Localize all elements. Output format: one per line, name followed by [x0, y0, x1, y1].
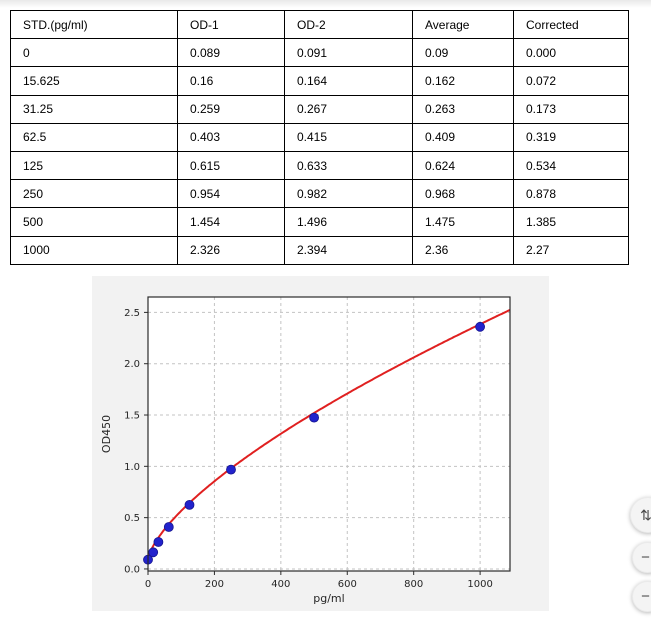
minus-icon: −: [641, 588, 650, 605]
svg-text:1.5: 1.5: [124, 411, 140, 422]
table-cell: 0.615: [177, 150, 285, 181]
table-cell: 0.534: [513, 150, 629, 181]
header-average: Average: [412, 9, 514, 40]
table-cell: 0.072: [513, 66, 629, 96]
table-cell: 2.27: [513, 235, 629, 265]
data-points: [143, 321, 486, 565]
fit-curve: [147, 308, 511, 560]
table-cell: 0.267: [284, 94, 413, 124]
table-row: 31.25 0.259 0.267 0.263 0.173: [10, 94, 629, 124]
table-cell: 0.164: [284, 66, 413, 96]
table-cell: 1.454: [177, 207, 285, 237]
table-cell: 0: [10, 38, 178, 68]
standard-concentration-table: STD.(pg/ml) OD-1 OD-2 Average Corrected …: [10, 9, 629, 265]
table-row: 62.5 0.403 0.415 0.409 0.319: [10, 122, 629, 152]
table-cell: 15.625: [10, 66, 178, 96]
table-row: 15.625 0.16 0.164 0.162 0.072: [10, 66, 629, 96]
fab-zoom-out-button-2[interactable]: −: [632, 581, 651, 612]
svg-text:1000: 1000: [467, 579, 492, 590]
table-cell: 0.000: [513, 38, 629, 68]
axis-tick-labels: 0 200 400 600 800 1000 0.0 0.5 1.0 1.5 2.0 2.5: [124, 308, 493, 590]
table-cell: 250: [10, 179, 178, 209]
fab-scroll-button[interactable]: ⇅: [630, 497, 651, 533]
chart-grid: [147, 297, 510, 571]
table-row: 125 0.615 0.633 0.624 0.534: [10, 150, 629, 181]
svg-text:800: 800: [404, 579, 423, 590]
table-cell: 1000: [10, 235, 178, 265]
svg-text:2.5: 2.5: [124, 308, 140, 319]
table-cell: 0.954: [177, 179, 285, 209]
table-cell: 0.982: [284, 179, 413, 209]
table-header-row: STD.(pg/ml) OD-1 OD-2 Average Corrected: [10, 9, 629, 40]
table-cell: 1.475: [412, 207, 514, 237]
standard-curve-figure: 0 200 400 600 800 1000 0.0 0.5 1.0 1.5 2.0 2.5 pg/ml…: [92, 276, 549, 611]
table-cell: 0.173: [513, 94, 629, 124]
svg-text:0.0: 0.0: [124, 564, 140, 575]
table-cell: 0.162: [412, 66, 514, 96]
table-cell: 0.633: [284, 150, 413, 181]
table-cell: 0.878: [513, 179, 629, 209]
svg-text:400: 400: [271, 579, 290, 590]
table-cell: 125: [10, 150, 178, 181]
table-row: 250 0.954 0.982 0.968 0.878: [10, 179, 629, 209]
x-axis-label: pg/ml: [313, 592, 344, 605]
svg-text:0: 0: [145, 579, 151, 590]
page-top-shadow: [0, 0, 651, 8]
table-cell: 0.091: [284, 38, 413, 68]
table-cell: 0.259: [177, 94, 285, 124]
table-cell: 31.25: [10, 94, 178, 124]
svg-text:2.0: 2.0: [124, 359, 140, 370]
table-cell: 2.394: [284, 235, 413, 265]
table-cell: 0.16: [177, 66, 285, 96]
header-std-pg-ml: STD.(pg/ml): [10, 9, 178, 40]
table-cell: 1.496: [284, 207, 413, 237]
svg-text:200: 200: [205, 579, 224, 590]
table-cell: 0.968: [412, 179, 514, 209]
header-od1: OD-1: [177, 9, 285, 40]
svg-text:600: 600: [338, 579, 357, 590]
svg-text:0.5: 0.5: [124, 513, 140, 524]
svg-text:1.0: 1.0: [124, 462, 140, 473]
table-row: 1000 2.326 2.394 2.36 2.27: [10, 235, 629, 265]
table-cell: 62.5: [10, 122, 178, 152]
table-cell: 0.263: [412, 94, 514, 124]
table-cell: 0.624: [412, 150, 514, 181]
table-row: 0 0.089 0.091 0.09 0.000: [10, 38, 629, 68]
header-od2: OD-2: [284, 9, 413, 40]
y-axis-label: OD450: [100, 415, 113, 453]
table-cell: 0.319: [513, 122, 629, 152]
standard-curve-chart: 0 200 400 600 800 1000 0.0 0.5 1.0 1.5 2.0 2.5 pg/ml…: [100, 296, 511, 605]
table-cell: 0.415: [284, 122, 413, 152]
minus-icon: −: [641, 549, 650, 566]
table-cell: 0.409: [412, 122, 514, 152]
table-cell: 2.326: [177, 235, 285, 265]
header-corrected: Corrected: [513, 9, 629, 40]
up-down-arrows-icon: ⇅: [640, 507, 651, 523]
fab-zoom-out-button[interactable]: −: [632, 542, 651, 573]
table-row: 500 1.454 1.496 1.475 1.385: [10, 207, 629, 237]
table-cell: 1.385: [513, 207, 629, 237]
table-cell: 0.09: [412, 38, 514, 68]
table-cell: 2.36: [412, 235, 514, 265]
table-cell: 0.403: [177, 122, 285, 152]
table-cell: 500: [10, 207, 178, 237]
table-cell: 0.089: [177, 38, 285, 68]
axis-ticks: [144, 311, 481, 575]
